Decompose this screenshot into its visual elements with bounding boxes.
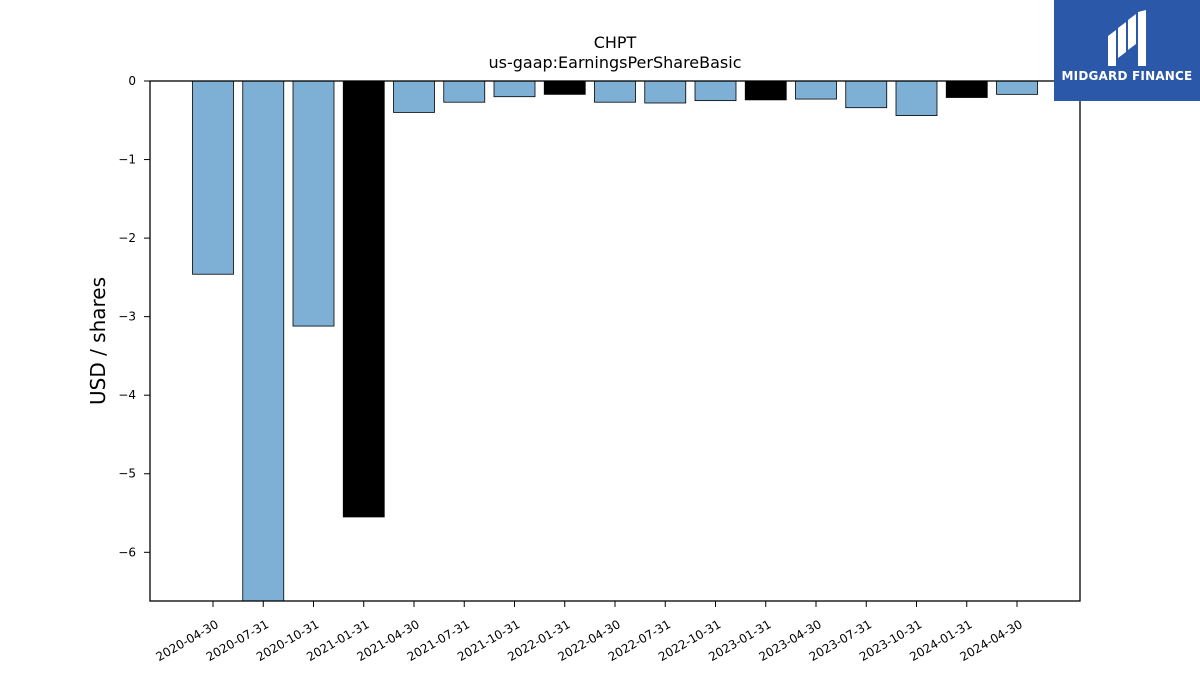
bar-2024-04-30 (996, 80, 1038, 95)
brand-logo: MIDGARD FINANCE (1054, 0, 1200, 101)
y-tick-label: −2 (118, 231, 136, 245)
bar-2024-01-31 (945, 80, 988, 98)
y-tick-label: −3 (118, 310, 136, 324)
chart-subtitle: us-gaap:EarningsPerShareBasic (488, 53, 741, 72)
bar-2022-04-30 (594, 80, 636, 103)
y-tick-label: −6 (118, 545, 136, 559)
bar-2021-01-31 (342, 80, 385, 518)
y-axis: 0 −1 −2 −3 −4 −5 −6 (118, 74, 150, 559)
y-tick-label: −4 (118, 388, 136, 402)
bar-2020-10-31 (292, 80, 335, 327)
bar-2021-04-30 (393, 80, 435, 113)
bar-2023-01-31 (744, 80, 787, 101)
bar-2022-07-31 (644, 80, 687, 104)
chart-title: CHPT (594, 33, 637, 52)
midgard-logo-icon (1108, 10, 1146, 66)
bar-2020-04-30 (192, 80, 234, 275)
bar-2022-10-31 (694, 80, 737, 102)
bar-2022-01-31 (543, 80, 586, 95)
y-axis-label: USD / shares (86, 277, 110, 405)
bar-2021-07-31 (443, 80, 486, 103)
bars-group (192, 80, 1038, 602)
x-axis: 2020-04-302020-07-312020-10-312021-01-31… (153, 601, 1025, 664)
bar-2023-10-31 (895, 80, 938, 116)
y-tick-label: −1 (118, 153, 136, 167)
bar-2021-10-31 (493, 80, 536, 98)
brand-name: MIDGARD FINANCE (1061, 69, 1193, 83)
plot-frame (149, 80, 1081, 602)
bar-2020-07-31 (242, 80, 285, 602)
bar-2023-04-30 (795, 80, 837, 100)
y-tick-label: −5 (118, 467, 136, 481)
bar-2023-07-31 (845, 80, 888, 109)
y-tick-label: 0 (128, 74, 136, 88)
